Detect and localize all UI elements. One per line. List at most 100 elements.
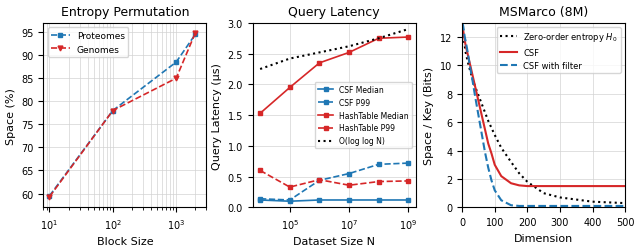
CSF [540,185,547,188]
HashTable P99 [375,180,383,183]
O(log log N) [256,68,264,71]
CSF Median [316,199,323,202]
Line: CSF Median: CSF Median [258,198,411,204]
CSF Median [286,200,294,203]
Zero-order entropy $H_0$ [540,192,547,195]
CSF [459,25,467,28]
CSF Median [345,199,353,202]
Line: Genomes: Genomes [47,32,198,199]
CSF Median [375,199,383,202]
Line: HashTable Median: HashTable Median [258,36,411,116]
CSF [488,152,495,155]
Y-axis label: Query Latency (μs): Query Latency (μs) [212,62,222,169]
Zero-order entropy $H_0$ [465,65,472,68]
CSF with filter [459,22,467,25]
CSF [460,34,468,37]
HashTable Median [345,52,353,55]
CSF [491,164,499,167]
CSF Median [404,199,412,202]
Zero-order entropy $H_0$ [524,181,531,184]
CSF with filter [481,151,489,154]
Genomes [45,196,53,199]
CSF with filter [508,204,515,207]
HashTable Median [404,36,412,39]
CSF with filter [475,114,483,117]
CSF [461,44,469,47]
CSF [556,185,564,188]
CSF P99 [256,198,264,201]
CSF [463,51,471,54]
CSF with filter [524,205,531,208]
Genomes [172,77,180,80]
CSF P99 [375,163,383,166]
CSF [468,72,476,75]
CSF with filter [488,179,495,182]
Line: O(log log N): O(log log N) [260,30,408,70]
Zero-order entropy $H_0$ [460,38,468,41]
CSF with filter [484,167,492,170]
HashTable P99 [345,184,353,187]
Legend: CSF Median, CSF P99, HashTable Median, HashTable P99, O(log log N): CSF Median, CSF P99, HashTable Median, H… [315,83,412,149]
X-axis label: Dataset Size N: Dataset Size N [293,237,375,246]
Zero-order entropy $H_0$ [459,29,467,32]
CSF [621,185,629,188]
Zero-order entropy $H_0$ [478,103,486,106]
Line: HashTable P99: HashTable P99 [258,168,411,190]
O(log log N) [404,28,412,32]
Line: Zero-order entropy $H_0$: Zero-order entropy $H_0$ [463,31,625,203]
Zero-order entropy $H_0$ [621,202,629,205]
CSF with filter [556,205,564,208]
HashTable P99 [286,186,294,189]
Title: Entropy Permutation: Entropy Permutation [61,6,189,18]
Zero-order entropy $H_0$ [461,45,468,48]
CSF with filter [471,96,479,99]
CSF with filter [497,199,505,202]
Y-axis label: Space / Key (Bits): Space / Key (Bits) [424,67,435,165]
CSF with filter [463,48,471,51]
CSF [508,182,515,185]
CSF P99 [286,199,294,202]
Proteomes [191,34,199,37]
Zero-order entropy $H_0$ [467,70,474,73]
HashTable P99 [256,169,264,172]
CSF [475,100,483,103]
CSF with filter [460,29,468,32]
CSF [465,58,472,61]
Zero-order entropy $H_0$ [475,94,483,97]
HashTable Median [375,38,383,41]
CSF [515,184,523,187]
X-axis label: Block Size: Block Size [97,237,153,246]
CSF with filter [621,205,629,208]
CSF with filter [465,58,472,61]
CSF [524,185,531,188]
Zero-order entropy $H_0$ [488,127,495,130]
CSF [467,65,474,68]
CSF with filter [589,205,596,208]
CSF [471,86,479,89]
CSF [589,185,596,188]
Genomes [109,110,116,113]
CSF with filter [468,76,476,79]
Zero-order entropy $H_0$ [471,86,479,89]
CSF with filter [540,205,547,208]
Zero-order entropy $H_0$ [461,51,469,54]
HashTable Median [256,112,264,115]
Zero-order entropy $H_0$ [556,196,564,199]
CSF [497,175,505,178]
CSF with filter [461,37,468,40]
Zero-order entropy $H_0$ [497,147,505,150]
HashTable Median [286,87,294,90]
Zero-order entropy $H_0$ [481,111,489,114]
CSF [478,114,486,117]
CSF P99 [316,179,323,182]
X-axis label: Dimension: Dimension [514,233,573,243]
O(log log N) [316,52,323,55]
Zero-order entropy $H_0$ [463,58,471,61]
CSF [481,128,489,131]
Y-axis label: Space (%): Space (%) [6,87,15,144]
Proteomes [45,195,53,198]
O(log log N) [345,46,353,49]
Line: CSF with filter: CSF with filter [463,24,625,206]
Title: MSMarco (8M): MSMarco (8M) [499,6,588,18]
HashTable P99 [404,180,412,183]
